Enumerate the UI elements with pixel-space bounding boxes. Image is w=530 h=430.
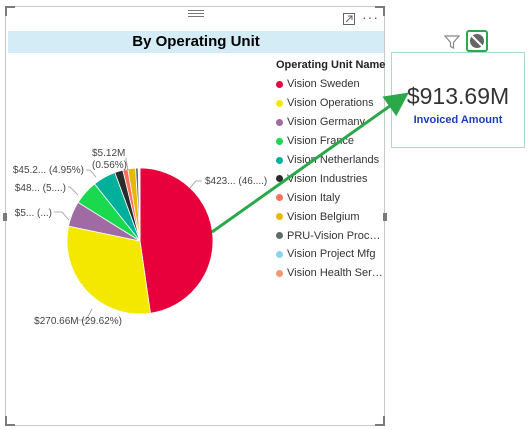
pie-slice[interactable] [138,167,141,242]
leader-line [125,158,129,171]
card-value: $913.69M [406,83,510,109]
leader-line [189,180,202,189]
focus-mode-icon[interactable] [343,13,355,25]
resize-handle-top-left[interactable] [5,6,15,16]
data-label: $270.66M (29.62%) [34,316,122,327]
legend-color-dot [276,232,283,240]
resize-handle-left[interactable] [3,213,7,221]
legend-item[interactable]: PRU-Vision Proces... [276,226,386,245]
data-label: $5... (...) [15,208,52,219]
legend-color-dot [276,80,283,88]
legend-item[interactable]: Vision Health Servi... [276,264,386,283]
card-label: Invoiced Amount [413,114,503,126]
legend-title: Operating Unit Name [276,59,386,71]
data-label: $45.2... (4.95%) [13,165,84,176]
leader-line [86,169,97,178]
filter-icon[interactable] [444,34,460,50]
data-label: $48... (5....) [15,183,66,194]
highlight-icon[interactable] [466,30,488,52]
leader-line [78,308,93,321]
pie-slice[interactable] [139,167,214,314]
invoiced-amount-card[interactable]: $913.69M Invoiced Amount [391,52,525,148]
legend-color-dot [276,250,283,258]
leader-line [68,186,79,196]
resize-handle-bottom-right[interactable] [375,416,385,426]
leader-line [54,211,70,221]
legend-item[interactable]: Vision Project Mfg [276,245,386,264]
drag-handle-icon[interactable] [188,10,204,20]
chart-title-bar: By Operating Unit [8,31,384,53]
data-label: (0.56%) [92,160,127,171]
resize-handle-top-right[interactable] [375,6,385,16]
legend-color-dot [276,269,283,277]
data-label: $5.12M [92,148,125,159]
pie-slice[interactable] [66,225,151,315]
chart-title: By Operating Unit [132,33,260,50]
more-options-icon[interactable]: ··· [362,9,379,25]
legend-item[interactable]: Vision Sweden [276,75,386,94]
resize-handle-bottom-left[interactable] [5,416,15,426]
data-label: $423... (46....) [205,176,267,187]
